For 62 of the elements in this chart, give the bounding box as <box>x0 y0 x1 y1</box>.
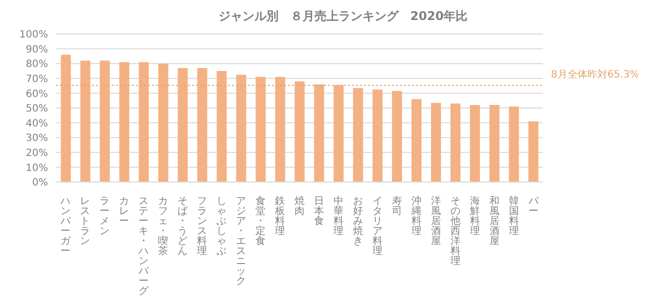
bar <box>392 90 402 182</box>
x-tick-label: カレー <box>119 196 130 227</box>
bar <box>372 90 383 182</box>
bar <box>275 76 286 182</box>
bar <box>60 54 71 182</box>
x-tick-label: 中華料理 <box>333 195 344 237</box>
x-tick-label: 焼肉 <box>294 195 304 217</box>
x-tick-label: 鉄板料理 <box>274 195 286 237</box>
category-label: アジア・エスニック <box>236 196 246 287</box>
x-tick-label: イタリア料理 <box>372 196 382 257</box>
x-tick-label: 沖縄料理 <box>410 195 422 237</box>
y-tick-label: 90% <box>26 44 48 56</box>
bar <box>314 84 324 182</box>
bar <box>100 60 110 182</box>
y-tick-label: 50% <box>26 104 48 115</box>
bar <box>470 105 480 182</box>
x-tick-label: 食堂・定食 <box>256 195 266 247</box>
x-tick-label: お好み焼き <box>352 196 363 247</box>
bar <box>353 88 364 182</box>
bar <box>508 106 519 182</box>
x-tick-label: ハンバーガー <box>60 196 72 257</box>
bar <box>236 74 246 182</box>
bar <box>294 81 305 182</box>
y-tick-label: 0% <box>32 178 48 189</box>
y-tick-label: 70% <box>26 74 48 85</box>
x-tick-label: レストラン <box>80 196 90 247</box>
bar <box>412 99 422 182</box>
bar <box>138 62 149 182</box>
category-label: ステーキ・ハンバーグ <box>138 196 149 297</box>
y-tick-label: 100% <box>19 30 48 41</box>
bar <box>216 71 227 182</box>
y-tick-label: 30% <box>26 133 48 144</box>
x-tick-label: その他西洋料理 <box>450 196 460 267</box>
x-tick-label: しゃぶしゃぶ <box>216 196 227 257</box>
bar <box>528 121 538 182</box>
bar <box>178 68 188 182</box>
y-tick-label: 80% <box>26 59 48 70</box>
bar <box>489 105 500 182</box>
chart-title: ジャンル別 ８月売上ランキング 2020年比 <box>217 8 469 25</box>
x-tick-label: フランス料理 <box>197 196 208 257</box>
x-tick-label: バー <box>527 196 540 217</box>
x-tick-label: 韓国料理 <box>508 195 519 237</box>
x-tick-label: 日本食 <box>314 196 324 227</box>
x-tick-label: そば・うどん <box>178 196 189 257</box>
y-tick-label: 40% <box>26 118 48 130</box>
x-tick-label: ラーメン <box>100 196 110 237</box>
bar <box>197 68 208 182</box>
bar <box>158 64 168 182</box>
bar <box>119 62 130 182</box>
y-tick-label: 60% <box>26 88 48 100</box>
x-tick-label: カフェ・喫茶 <box>158 196 168 257</box>
bar <box>430 102 441 182</box>
x-tick-label: 寿司 <box>392 196 402 217</box>
bar <box>450 104 460 182</box>
bar <box>256 76 266 182</box>
x-tick-label: 洋風居酒屋 <box>430 195 441 247</box>
bar <box>334 85 344 182</box>
x-tick-label: 海鮮料理 <box>470 195 480 237</box>
y-tick-label: 20% <box>26 148 48 159</box>
bar <box>80 60 90 182</box>
x-tick-label: 和風居酒屋 <box>489 195 500 247</box>
y-tick-label: 10% <box>26 162 48 174</box>
